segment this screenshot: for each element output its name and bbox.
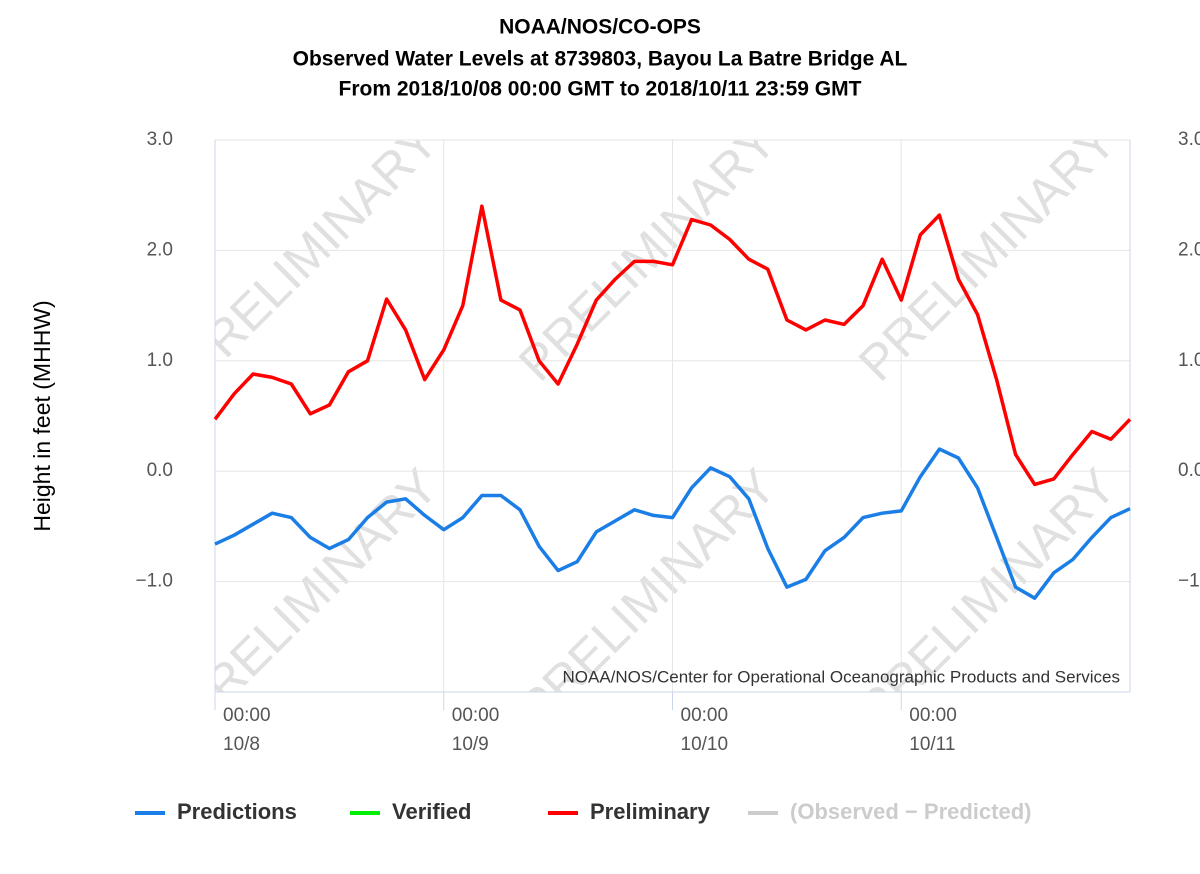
x-tick-label: 00:00 (223, 705, 271, 726)
x-tick-label: 10/11 (909, 734, 955, 755)
x-tick-label: 10/10 (681, 734, 729, 755)
watermarks: PRELIMINARY PRELIMINARY PRELIMINARYPRELIMI… (170, 113, 1127, 737)
x-tick-label: 00:00 (681, 705, 729, 726)
y-tick-label: 0.0 (147, 460, 173, 481)
y2-tick-label: 0.0 (1178, 460, 1200, 481)
legend-label: Verified (392, 799, 471, 824)
watermark: PRELIMINARY (848, 458, 1127, 737)
series-line (213, 204, 1132, 487)
watermark: PRELIMINARY (170, 113, 449, 392)
y-tick-label: −1.0 (135, 571, 173, 592)
legend-label: Preliminary (590, 799, 711, 824)
chart-title: Observed Water Levels at 8739803, Bayou … (293, 48, 908, 71)
x-tick-label: 00:00 (909, 705, 957, 726)
x-tick-label: 10/9 (452, 734, 489, 755)
y2-tick-label: 1.0 (1178, 350, 1200, 371)
watermark: PRELIMINARY (508, 458, 787, 737)
y-tick-label: 2.0 (147, 239, 173, 260)
credit: NOAA/NOS/Center for Operational Oceanogr… (563, 667, 1121, 686)
legend-label: Predictions (177, 799, 297, 824)
y-tick-label: 3.0 (147, 129, 173, 150)
chart-title: From 2018/10/08 00:00 GMT to 2018/10/11 … (339, 78, 862, 101)
chart-title: NOAA/NOS/CO-OPS (499, 16, 701, 39)
x-tick-label: 00:00 (452, 705, 500, 726)
plot: −1.0 −1.0 0.0 0.0 1.0 1.0 2.0 2.0 3.0 3.0 00:00 10/… (135, 129, 1200, 824)
legend-item: Verified (350, 799, 471, 824)
y-axis-label: Height in feet (MHHW) (29, 300, 55, 531)
watermark: PRELIMINARY (508, 113, 787, 392)
legend-item: Predictions (135, 799, 297, 824)
legend-label: (Observed − Predicted) (790, 799, 1031, 824)
legend-item: Preliminary (548, 799, 711, 824)
y-tick-label: 1.0 (147, 350, 173, 371)
y2-tick-label: 3.0 (1178, 129, 1200, 150)
y2-tick-label: 2.0 (1178, 239, 1200, 260)
series-line (214, 447, 1131, 600)
y2-tick-label: −1.0 (1178, 571, 1200, 592)
x-tick-label: 10/8 (223, 734, 260, 755)
legend-item: (Observed − Predicted) (748, 799, 1031, 824)
